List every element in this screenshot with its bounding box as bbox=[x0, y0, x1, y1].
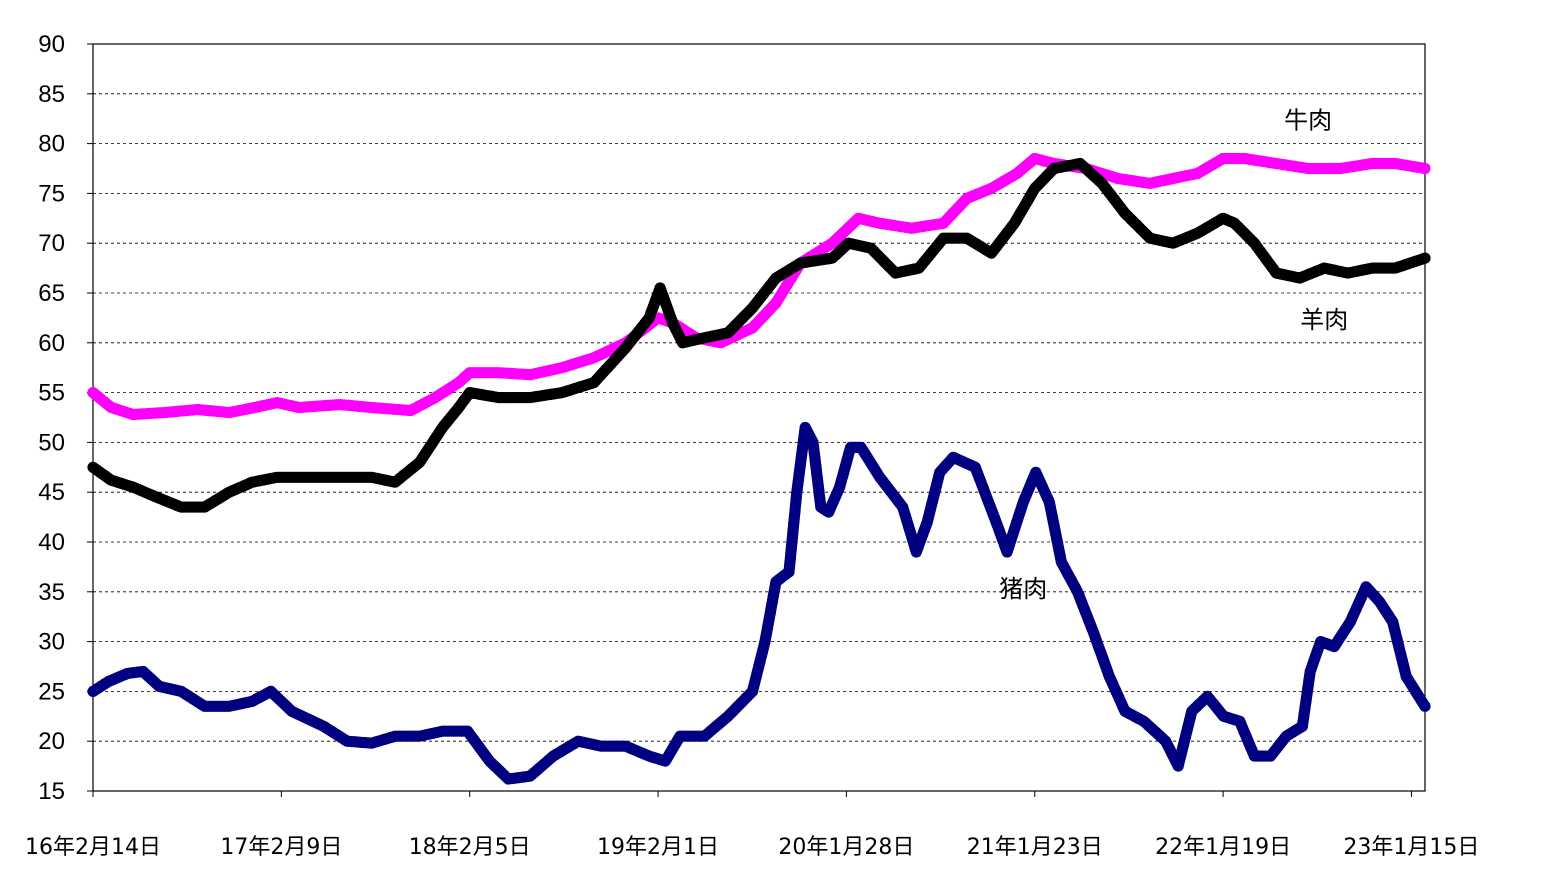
data-series bbox=[87, 152, 1431, 785]
y-tick-label: 50 bbox=[38, 429, 65, 456]
x-tick-label: 21年1月23日 bbox=[967, 835, 1103, 860]
x-axis-ticks: 16年2月14日 17年2月9日 18年2月5日 19年2月1日 20年1月28日 21年… bbox=[25, 835, 1479, 860]
y-tick-label: 60 bbox=[38, 330, 65, 357]
y-tick-label: 45 bbox=[38, 479, 65, 506]
y-tick-label: 40 bbox=[38, 529, 65, 556]
data-point bbox=[1419, 700, 1431, 712]
series-1 bbox=[87, 157, 1431, 513]
y-tick-label: 70 bbox=[38, 230, 65, 257]
y-tick-label: 75 bbox=[38, 180, 65, 207]
y-axis-ticks: 15 20 25 30 35 40 45 50 55 60 65 70 75 80 85 90 bbox=[38, 31, 65, 805]
series-label: 羊肉 bbox=[1300, 306, 1348, 334]
y-tick-label: 80 bbox=[38, 131, 65, 158]
y-tick-label: 25 bbox=[38, 678, 65, 705]
x-tick-label: 19年2月1日 bbox=[597, 835, 719, 860]
x-tick-label: 20年1月28日 bbox=[778, 835, 914, 860]
y-tick-label: 65 bbox=[38, 280, 65, 307]
grid-lines bbox=[87, 43, 1425, 797]
y-tick-label: 85 bbox=[38, 81, 65, 108]
y-tick-label: 90 bbox=[38, 31, 65, 58]
x-tick-label: 22年1月19日 bbox=[1155, 835, 1291, 860]
y-tick-label: 30 bbox=[38, 629, 65, 656]
x-tick-label: 23年1月15日 bbox=[1343, 835, 1479, 860]
y-tick-label: 20 bbox=[38, 728, 65, 755]
data-point bbox=[1419, 252, 1431, 264]
data-point bbox=[1419, 162, 1431, 175]
series-label: 牛肉 bbox=[1284, 107, 1332, 135]
y-tick-label: 15 bbox=[38, 778, 65, 805]
y-tick-label: 35 bbox=[38, 579, 65, 606]
x-tick-label: 17年2月9日 bbox=[220, 835, 342, 860]
x-tick-label: 16年2月14日 bbox=[25, 835, 161, 860]
y-tick-label: 55 bbox=[38, 380, 65, 407]
series-label: 猪肉 bbox=[999, 575, 1047, 603]
x-tick-label: 18年2月5日 bbox=[409, 835, 531, 860]
series-2 bbox=[87, 421, 1431, 785]
